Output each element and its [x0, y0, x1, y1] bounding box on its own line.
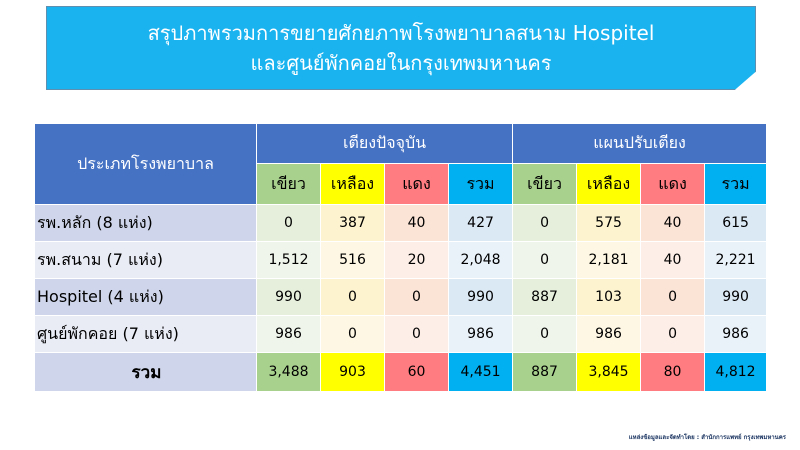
- total-cell: 3,488: [256, 352, 321, 392]
- table-cell: 990: [447, 278, 514, 316]
- subheader-plan-total: รวม: [704, 163, 768, 205]
- total-cell: 60: [384, 352, 449, 392]
- table-row: ศูนย์พักคอย (7 แห่ง) 986 0 0 986 0 986 0…: [34, 315, 768, 353]
- table-cell: 20: [384, 241, 449, 279]
- table-cell: 575: [576, 204, 642, 242]
- title-banner: สรุปภาพรวมการขยายศักยภาพโรงพยาบาลสนาม Ho…: [46, 6, 756, 90]
- table-row: Hospitel (4 แห่ง) 990 0 0 990 887 103 0 …: [34, 278, 768, 316]
- total-cell: 4,451: [447, 352, 514, 392]
- subheader-plan-green: เขียว: [512, 163, 578, 205]
- row-label: รพ.หลัก (8 แห่ง): [34, 204, 257, 242]
- row-header: ประเภทโรงพยาบาล: [34, 123, 257, 205]
- table-cell: 387: [320, 204, 385, 242]
- table-cell: 887: [512, 278, 578, 316]
- total-cell: 80: [640, 352, 706, 392]
- table-cell: 0: [320, 278, 385, 316]
- table-cell: 986: [704, 315, 768, 353]
- table-cell: 1,512: [256, 241, 321, 279]
- table-cell: 2,048: [447, 241, 514, 279]
- row-label: ศูนย์พักคอย (7 แห่ง): [34, 315, 257, 353]
- table-row: รพ.หลัก (8 แห่ง) 0 387 40 427 0 575 40 6…: [34, 204, 768, 242]
- title-line-1: สรุปภาพรวมการขยายศักยภาพโรงพยาบาลสนาม Ho…: [147, 21, 655, 45]
- table-cell: 516: [320, 241, 385, 279]
- subheader-plan-yellow: เหลือง: [576, 163, 642, 205]
- table-cell: 986: [256, 315, 321, 353]
- subheader-current-red: แดง: [384, 163, 449, 205]
- table-cell: 0: [320, 315, 385, 353]
- total-label: รวม: [34, 352, 257, 392]
- table-cell: 0: [384, 278, 449, 316]
- table-cell: 0: [640, 278, 706, 316]
- table-cell: 0: [512, 204, 578, 242]
- source-note: แหล่งข้อมูลและจัดทำโดย : สำนักการแพทย์ ก…: [628, 434, 786, 441]
- table-cell: 103: [576, 278, 642, 316]
- total-cell: 3,845: [576, 352, 642, 392]
- group-current-header: เตียงปัจจุบัน: [255, 123, 514, 164]
- total-cell: 4,812: [704, 352, 768, 392]
- total-row: รวม 3,488 903 60 4,451 887 3,845 80 4,81…: [34, 352, 768, 392]
- table-cell: 40: [640, 241, 706, 279]
- subheader-plan-red: แดง: [640, 163, 706, 205]
- subheader-current-total: รวม: [447, 163, 514, 205]
- table-cell: 990: [704, 278, 768, 316]
- table-cell: 40: [384, 204, 449, 242]
- table-cell: 0: [640, 315, 706, 353]
- table-cell: 990: [256, 278, 321, 316]
- table-row: รพ.สนาม (7 แห่ง) 1,512 516 20 2,048 0 2,…: [34, 241, 768, 279]
- table-cell: 0: [512, 241, 578, 279]
- table-cell: 427: [447, 204, 514, 242]
- table-cell: 615: [704, 204, 768, 242]
- row-label: รพ.สนาม (7 แห่ง): [34, 241, 257, 279]
- subheader-current-yellow: เหลือง: [320, 163, 385, 205]
- total-cell: 887: [512, 352, 578, 392]
- row-label: Hospitel (4 แห่ง): [34, 278, 257, 316]
- table-cell: 40: [640, 204, 706, 242]
- table-cell: 986: [576, 315, 642, 353]
- group-plan-header: แผนปรับเตียง: [512, 123, 768, 164]
- table-cell: 2,181: [576, 241, 642, 279]
- subheader-current-green: เขียว: [256, 163, 321, 205]
- hospital-bed-table: ประเภทโรงพยาบาล เตียงปัจจุบัน แผนปรับเตี…: [34, 123, 768, 392]
- table-cell: 986: [447, 315, 514, 353]
- title-line-2: และศูนย์พักคอยในกรุงเทพมหานคร: [250, 51, 552, 75]
- table-cell: 0: [256, 204, 321, 242]
- table-cell: 0: [384, 315, 449, 353]
- table-cell: 2,221: [704, 241, 768, 279]
- total-cell: 903: [320, 352, 385, 392]
- table-cell: 0: [512, 315, 578, 353]
